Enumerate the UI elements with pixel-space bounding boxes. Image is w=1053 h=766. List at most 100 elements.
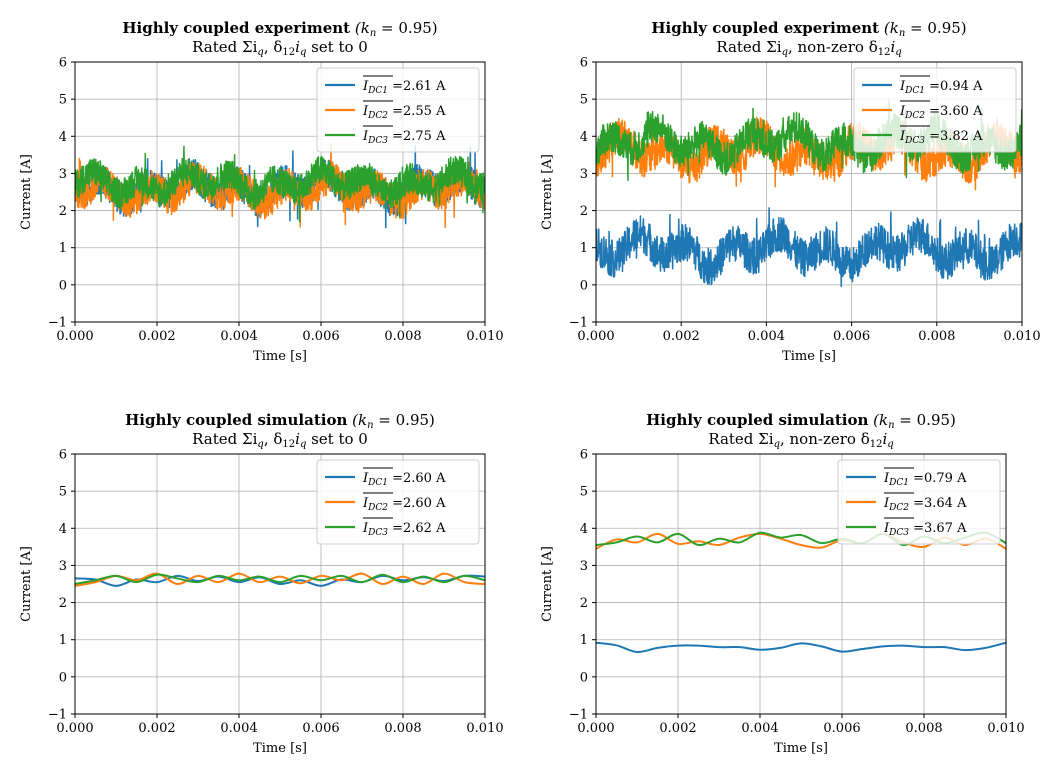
y-tick-label: 4 [580, 522, 588, 537]
legend [316, 459, 480, 545]
y-tick-label: 3 [580, 559, 588, 574]
y-tick-label: 0 [59, 278, 67, 293]
x-tick-label: 0.006 [302, 329, 339, 344]
y-tick-label: 4 [59, 522, 67, 537]
x-tick-label: 0.010 [466, 721, 503, 736]
legend-label-2: IDC2 =2.60 A [362, 496, 446, 513]
legend [837, 459, 1001, 545]
y-tick-label: 1 [59, 633, 67, 648]
y-tick-label: −1 [569, 708, 588, 723]
chart-subtitle: Rated Σiq, δ12iq set to 0 [192, 430, 368, 450]
y-tick-label: 2 [580, 596, 588, 611]
y-tick-label: 0 [580, 670, 588, 685]
legend [316, 67, 480, 153]
y-axis-label: Current [A] [19, 546, 34, 622]
series-line-3 [75, 573, 485, 585]
legend-label-1: IDC1 =0.94 A [899, 79, 983, 96]
y-tick-label: 5 [580, 485, 588, 500]
y-tick-label: 1 [59, 241, 67, 256]
y-tick-label: 3 [580, 167, 588, 182]
chart-title: Highly coupled experiment (kn = 0.95) [651, 19, 966, 39]
y-tick-label: 6 [580, 448, 588, 463]
plot-frame [74, 61, 486, 323]
x-tick-label: 0.010 [466, 329, 503, 344]
chart-subtitle: Rated Σiq, non-zero δ12iq [708, 430, 893, 450]
y-tick-label: 2 [59, 204, 67, 219]
x-tick-label: 0.000 [577, 721, 614, 736]
x-axis-label: Time [s] [774, 741, 828, 756]
chart-title: Highly coupled simulation (kn = 0.95) [646, 411, 956, 431]
plot-frame [595, 61, 1023, 323]
x-tick-label: 0.004 [220, 329, 257, 344]
x-tick-label: 0.002 [138, 329, 175, 344]
x-tick-label: 0.010 [987, 721, 1024, 736]
y-tick-label: −1 [48, 708, 67, 723]
x-tick-label: 0.002 [663, 329, 700, 344]
legend-label-3: IDC3 =2.75 A [362, 129, 446, 146]
y-tick-label: 5 [580, 93, 588, 108]
y-axis-label: Current [A] [540, 154, 555, 230]
legend-label-2: IDC2 =3.60 A [899, 104, 983, 121]
x-tick-label: 0.000 [56, 329, 93, 344]
y-tick-label: 4 [580, 130, 588, 145]
y-tick-label: 2 [59, 596, 67, 611]
y-tick-label: 0 [580, 278, 588, 293]
chart-subtitle: Rated Σiq, non-zero δ12iq [716, 38, 901, 58]
legend-label-1: IDC1 =2.61 A [362, 79, 446, 96]
chart-panel-4: 0.000 0.002 0.004 0.006 0.008 0.010 −1 0 1 2 3 4 5 6 T… [540, 411, 1025, 756]
y-tick-label: 6 [59, 448, 67, 463]
x-axis-label: Time [s] [253, 741, 307, 756]
legend-label-3: IDC3 =2.62 A [362, 521, 446, 538]
x-tick-label: 0.006 [302, 721, 339, 736]
x-tick-label: 0.004 [220, 721, 257, 736]
chart-title: Highly coupled experiment (kn = 0.95) [122, 19, 437, 39]
series-line-2 [75, 572, 485, 587]
y-tick-label: 6 [59, 56, 67, 71]
chart-panel-3: 0.000 0.002 0.004 0.006 0.008 0.010 −1 0 1 2 3 4 5 6 T… [19, 411, 504, 756]
legend-label-2: IDC2 =2.55 A [362, 104, 446, 121]
legend-label-1: IDC1 =2.60 A [362, 471, 446, 488]
chart-panel-1: 0.000 0.002 0.004 0.006 0.008 0.010 −1 0 1 2 3 4 5 6 T… [19, 19, 504, 364]
x-tick-label: 0.002 [138, 721, 175, 736]
y-axis-label: Current [A] [19, 154, 34, 230]
y-tick-label: −1 [48, 316, 67, 331]
x-tick-label: 0.010 [1003, 329, 1040, 344]
series-line-3 [75, 145, 485, 223]
y-tick-label: 3 [59, 559, 67, 574]
legend-label-3: IDC3 =3.67 A [883, 521, 967, 538]
legend-label-1: IDC1 =0.79 A [883, 471, 967, 488]
x-tick-label: 0.004 [748, 329, 785, 344]
x-tick-label: 0.002 [659, 721, 696, 736]
x-tick-label: 0.008 [918, 329, 955, 344]
legend [853, 67, 1017, 153]
x-tick-label: 0.008 [905, 721, 942, 736]
x-tick-label: 0.004 [741, 721, 778, 736]
x-tick-label: 0.006 [823, 721, 860, 736]
x-tick-label: 0.000 [56, 721, 93, 736]
plot-frame [74, 453, 486, 715]
x-tick-label: 0.000 [577, 329, 614, 344]
legend-label-2: IDC2 =3.64 A [883, 496, 967, 513]
series-line-1 [596, 641, 1006, 653]
chart-panel-2: 0.000 0.002 0.004 0.006 0.008 0.010 −1 0 1 2 3 4 5 6 T… [540, 19, 1041, 364]
y-tick-label: 0 [59, 670, 67, 685]
y-tick-label: 5 [59, 485, 67, 500]
y-tick-label: 5 [59, 93, 67, 108]
series-line-1 [596, 207, 1022, 288]
y-axis-label: Current [A] [540, 546, 555, 622]
y-tick-label: 2 [580, 204, 588, 219]
y-tick-label: 6 [580, 56, 588, 71]
x-tick-label: 0.006 [833, 329, 870, 344]
x-tick-label: 0.008 [384, 329, 421, 344]
y-tick-label: 1 [580, 633, 588, 648]
chart-title: Highly coupled simulation (kn = 0.95) [125, 411, 435, 431]
chart-subtitle: Rated Σiq, δ12iq set to 0 [192, 38, 368, 58]
x-axis-label: Time [s] [253, 349, 307, 364]
y-tick-label: −1 [569, 316, 588, 331]
y-tick-label: 4 [59, 130, 67, 145]
x-axis-label: Time [s] [782, 349, 836, 364]
plot-frame [595, 453, 1007, 715]
legend-label-3: IDC3 =3.82 A [899, 129, 983, 146]
y-tick-label: 3 [59, 167, 67, 182]
